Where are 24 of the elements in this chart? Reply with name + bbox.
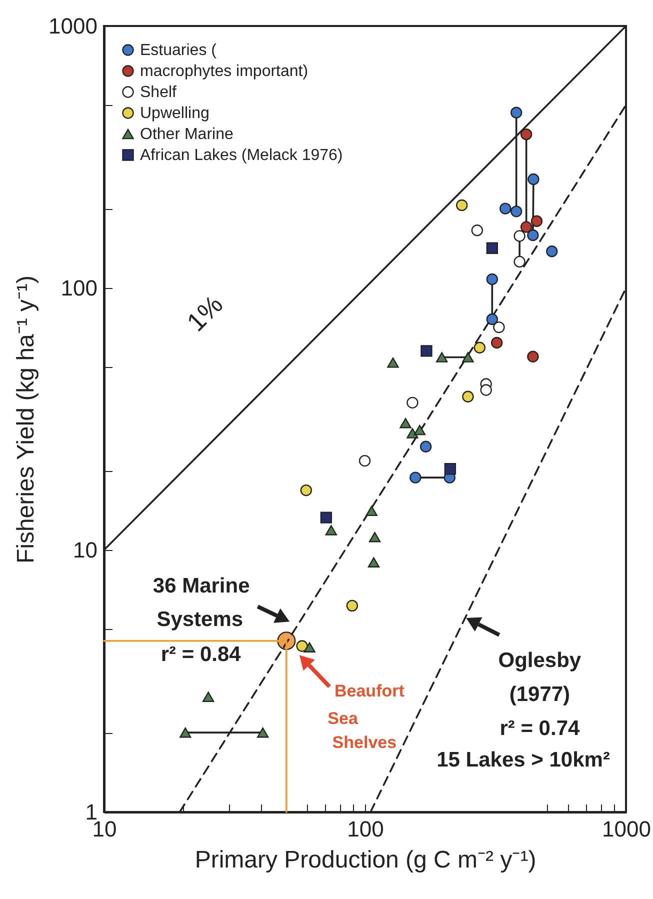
annotation: 36 Marine xyxy=(152,574,250,598)
y-tick-label: 10 xyxy=(73,538,98,562)
y-axis-title: Fisheries Yield (kg ha⁻¹ y⁻¹) xyxy=(12,275,40,564)
legend-label: Shelf xyxy=(140,84,178,101)
annotation: r² = 0.84 xyxy=(160,643,242,666)
legend-label: macrophytes important) xyxy=(140,63,308,80)
annotation: Oglesby xyxy=(498,649,582,672)
y-tick-label: 1000 xyxy=(48,14,98,38)
annotation: (1977) xyxy=(509,682,570,706)
y-tick-label: 100 xyxy=(60,276,98,300)
annotation: Shelves xyxy=(332,733,397,752)
x-axis-title: Primary Production (g C m⁻² y⁻¹) xyxy=(194,846,536,874)
legend-label: Other Marine xyxy=(140,126,234,143)
legend-label: African Lakes (Melack 1976) xyxy=(140,147,343,164)
x-tick-label: 1000 xyxy=(602,816,651,842)
annotation: 1% xyxy=(180,289,229,338)
annotation: Beaufort xyxy=(334,682,405,701)
legend-label: Estuaries ( xyxy=(140,42,218,59)
annotation: Systems xyxy=(156,608,244,632)
annotation: 15 Lakes > 10km² xyxy=(436,748,610,772)
annotation: r² = 0.74 xyxy=(500,717,580,740)
x-tick-label: 100 xyxy=(347,816,384,842)
annotation: Sea xyxy=(328,709,358,728)
legend-label: Upwelling xyxy=(140,105,210,122)
